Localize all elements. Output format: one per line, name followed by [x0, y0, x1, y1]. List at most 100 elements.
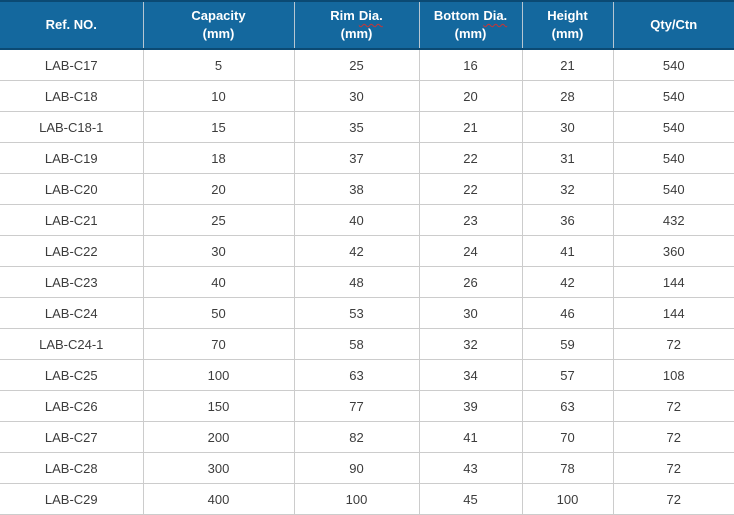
- cell-capacity: 400: [142, 483, 294, 515]
- cell-rim_dia: 90: [293, 452, 419, 484]
- cell-height: 78: [521, 452, 613, 484]
- cell-qty_ctn: 540: [612, 111, 734, 143]
- cell-capacity: 10: [142, 80, 294, 112]
- cell-bottom_dia: 24: [418, 235, 522, 267]
- cell-capacity: 5: [142, 49, 294, 81]
- cell-ref_no: LAB-C24: [0, 297, 143, 329]
- cell-capacity: 70: [142, 328, 294, 360]
- cell-rim_dia: 63: [293, 359, 419, 391]
- cell-rim_dia: 58: [293, 328, 419, 360]
- cell-bottom_dia: 20: [418, 80, 522, 112]
- cell-rim_dia: 42: [293, 235, 419, 267]
- header-label-misspelled: Dia.: [358, 8, 383, 23]
- cell-capacity: 200: [142, 421, 294, 453]
- cell-ref_no: LAB-C27: [0, 421, 143, 453]
- cell-bottom_dia: 34: [418, 359, 522, 391]
- table-row: LAB-C24 50 53 30 46 144: [0, 297, 734, 329]
- header-bottom-dia: Bottom Dia. (mm): [418, 0, 522, 50]
- cell-bottom_dia: 22: [418, 142, 522, 174]
- header-unit: (mm): [340, 26, 373, 41]
- header-qty-ctn: Qty/Ctn: [612, 0, 734, 50]
- cell-rim_dia: 37: [293, 142, 419, 174]
- cell-bottom_dia: 23: [418, 204, 522, 236]
- cell-rim_dia: 35: [293, 111, 419, 143]
- cell-qty_ctn: 144: [612, 266, 734, 298]
- cell-qty_ctn: 72: [612, 328, 734, 360]
- cell-height: 28: [521, 80, 613, 112]
- cell-ref_no: LAB-C28: [0, 452, 143, 484]
- cell-height: 70: [521, 421, 613, 453]
- cell-capacity: 30: [142, 235, 294, 267]
- header-label: Qty/Ctn: [650, 17, 698, 32]
- cell-qty_ctn: 72: [612, 452, 734, 484]
- cell-rim_dia: 40: [293, 204, 419, 236]
- cell-bottom_dia: 41: [418, 421, 522, 453]
- cell-ref_no: LAB-C21: [0, 204, 143, 236]
- cell-rim_dia: 30: [293, 80, 419, 112]
- header-row: Ref. NO. Capacity (mm) Rim Dia. (mm) Bott…: [0, 0, 734, 50]
- header-unit: (mm): [454, 26, 487, 41]
- table-row: LAB-C29 400 100 45 100 72: [0, 483, 734, 515]
- cell-bottom_dia: 26: [418, 266, 522, 298]
- cell-rim_dia: 38: [293, 173, 419, 205]
- cell-qty_ctn: 432: [612, 204, 734, 236]
- header-capacity: Capacity (mm): [142, 0, 294, 50]
- cell-rim_dia: 53: [293, 297, 419, 329]
- cell-qty_ctn: 540: [612, 49, 734, 81]
- cell-qty_ctn: 540: [612, 173, 734, 205]
- table-row: LAB-C22 30 42 24 41 360: [0, 235, 734, 267]
- cell-bottom_dia: 45: [418, 483, 522, 515]
- cell-capacity: 50: [142, 297, 294, 329]
- cell-qty_ctn: 540: [612, 142, 734, 174]
- cell-rim_dia: 77: [293, 390, 419, 422]
- cell-rim_dia: 25: [293, 49, 419, 81]
- header-height: Height (mm): [521, 0, 613, 50]
- cell-rim_dia: 82: [293, 421, 419, 453]
- cell-height: 46: [521, 297, 613, 329]
- table-row: LAB-C17 5 25 16 21 540: [0, 49, 734, 81]
- cell-ref_no: LAB-C18: [0, 80, 143, 112]
- cell-qty_ctn: 72: [612, 390, 734, 422]
- table-row: LAB-C27 200 82 41 70 72: [0, 421, 734, 453]
- table-row: LAB-C20 20 38 22 32 540: [0, 173, 734, 205]
- cell-height: 59: [521, 328, 613, 360]
- table-row: LAB-C21 25 40 23 36 432: [0, 204, 734, 236]
- header-unit: (mm): [551, 26, 584, 41]
- table-body: LAB-C17 5 25 16 21 540 LAB-C18 10 30 20 28 540 LAB-C…: [0, 49, 734, 515]
- cell-capacity: 18: [142, 142, 294, 174]
- cell-ref_no: LAB-C22: [0, 235, 143, 267]
- cell-bottom_dia: 21: [418, 111, 522, 143]
- cell-qty_ctn: 72: [612, 421, 734, 453]
- cell-height: 41: [521, 235, 613, 267]
- cell-height: 42: [521, 266, 613, 298]
- table-header: Ref. NO. Capacity (mm) Rim Dia. (mm) Bott…: [0, 0, 734, 50]
- cell-qty_ctn: 144: [612, 297, 734, 329]
- header-label: Height: [547, 8, 588, 23]
- cell-bottom_dia: 32: [418, 328, 522, 360]
- cell-ref_no: LAB-C20: [0, 173, 143, 205]
- cell-rim_dia: 100: [293, 483, 419, 515]
- cell-height: 36: [521, 204, 613, 236]
- cell-capacity: 15: [142, 111, 294, 143]
- cell-bottom_dia: 22: [418, 173, 522, 205]
- cell-rim_dia: 48: [293, 266, 419, 298]
- header-label: Rim: [330, 8, 355, 23]
- cell-capacity: 150: [142, 390, 294, 422]
- cell-height: 32: [521, 173, 613, 205]
- cell-ref_no: LAB-C29: [0, 483, 143, 515]
- table-row: LAB-C18 10 30 20 28 540: [0, 80, 734, 112]
- cell-ref_no: LAB-C17: [0, 49, 143, 81]
- cell-capacity: 300: [142, 452, 294, 484]
- table-row: LAB-C19 18 37 22 31 540: [0, 142, 734, 174]
- header-label: Ref. NO.: [45, 17, 97, 32]
- header-rim-dia: Rim Dia. (mm): [293, 0, 419, 50]
- cell-ref_no: LAB-C19: [0, 142, 143, 174]
- table-row: LAB-C25 100 63 34 57 108: [0, 359, 734, 391]
- cell-capacity: 40: [142, 266, 294, 298]
- table-row: LAB-C23 40 48 26 42 144: [0, 266, 734, 298]
- table-row: LAB-C26 150 77 39 63 72: [0, 390, 734, 422]
- cell-height: 31: [521, 142, 613, 174]
- header-ref-no: Ref. NO.: [0, 0, 143, 50]
- header-label: Bottom: [433, 8, 480, 23]
- cell-ref_no: LAB-C26: [0, 390, 143, 422]
